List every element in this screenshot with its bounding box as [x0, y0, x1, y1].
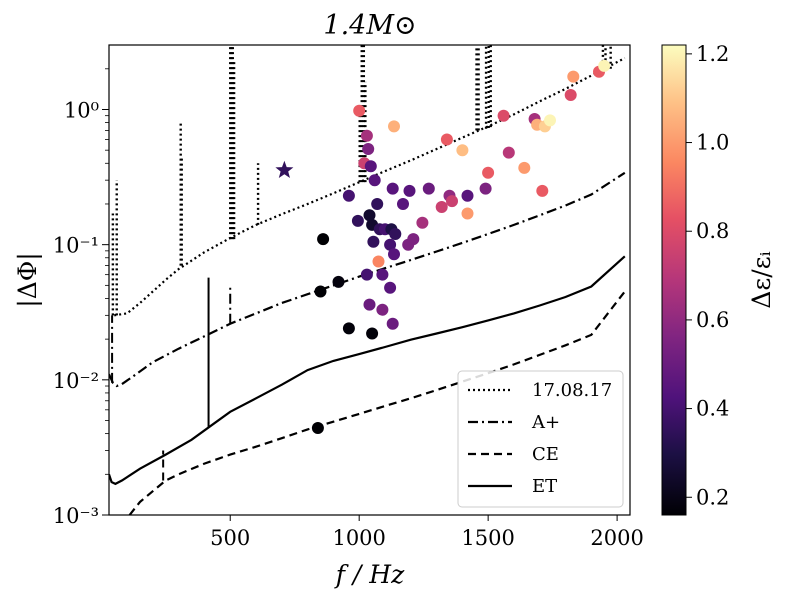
scatter-point	[376, 268, 389, 281]
scatter-point	[446, 195, 458, 208]
reference-curves	[109, 45, 626, 515]
legend-entry: CE	[532, 444, 559, 465]
scatter-point	[376, 303, 389, 316]
scatter-point	[388, 248, 400, 261]
scatter-point	[397, 198, 409, 210]
chart-title: 1.4M⊙	[323, 10, 416, 41]
colorbar-tick-label: 1.2	[696, 42, 729, 66]
y-tick-label: 10⁻²	[53, 369, 99, 393]
colorbar	[661, 44, 687, 516]
scatter-point	[461, 189, 474, 202]
x-tick-label: 500	[210, 526, 250, 550]
scatter-point	[317, 233, 330, 246]
scatter-point	[389, 228, 402, 240]
scatter-point	[461, 207, 474, 220]
y-tick-label: 10⁻¹	[53, 234, 99, 258]
scatter-point	[502, 146, 515, 159]
scatter-point	[363, 209, 376, 222]
colorbar-label: Δε/εᵢ	[747, 251, 776, 308]
legend-entry: 17.08.17	[532, 380, 612, 401]
scatter-point	[518, 161, 531, 174]
scatter-point	[386, 317, 399, 330]
scatter-point	[362, 143, 375, 155]
scatter-point	[360, 129, 373, 142]
scatter-point	[422, 182, 435, 195]
scatter-point	[497, 109, 510, 122]
scatter-point	[456, 144, 469, 157]
x-axis-label: f / Hz	[334, 560, 405, 589]
scatter-point	[416, 216, 429, 229]
scatter-point	[564, 89, 577, 101]
scatter-point	[479, 182, 492, 195]
scatter-point	[342, 189, 355, 202]
scatter-point	[366, 327, 379, 340]
scatter-point	[364, 160, 377, 173]
colorbar-tick-label: 0.4	[696, 397, 729, 421]
legend: 17.08.17 A+ CE ET	[457, 370, 624, 508]
scatter-point	[342, 322, 355, 335]
data-points	[275, 59, 611, 434]
colorbar-tick-label: 1.0	[696, 131, 729, 155]
scatter-point	[384, 281, 397, 294]
scatter-point	[386, 182, 399, 195]
colorbar-tick-label: 0.2	[696, 485, 729, 509]
y-tick-label: 10⁻³	[53, 504, 99, 528]
scatter-point	[332, 275, 345, 288]
scatter-point	[403, 184, 416, 197]
scatter-point	[440, 133, 453, 146]
x-tick-label: 1500	[461, 526, 514, 550]
scatter-point	[368, 174, 381, 187]
scatter-point	[353, 104, 366, 117]
scatter-point	[536, 184, 549, 197]
plot-frame	[108, 44, 631, 516]
curve-line	[109, 255, 626, 486]
curve-line	[114, 57, 626, 317]
legend-entry: A+	[531, 412, 560, 433]
colorbar-tick-label: 0.8	[696, 219, 729, 243]
scatter-point	[363, 298, 376, 311]
curve-et	[109, 255, 626, 486]
colorbar-tick-label: 0.6	[696, 308, 729, 332]
scatter-point	[482, 166, 495, 179]
scatter-point	[311, 422, 324, 434]
scatter-point	[367, 235, 380, 248]
y-axis-ticks: 10⁻³ 10⁻² 10⁻¹ 10⁰	[53, 68, 109, 528]
legend-box	[457, 370, 624, 508]
scatter-point	[598, 59, 611, 72]
curve-line	[128, 290, 626, 515]
x-tick-label: 1000	[332, 526, 385, 550]
curve-ce	[128, 290, 626, 515]
x-tick-label: 2000	[590, 526, 643, 550]
x-axis-ticks: 500 1000 1500 2000	[210, 515, 644, 550]
legend-entry: ET	[532, 476, 557, 497]
scatter-point	[314, 285, 327, 298]
scatter-point	[384, 238, 397, 251]
scatter-point	[371, 198, 384, 210]
colorbar-ticks: 0.2 0.4 0.6 0.8 1.0 1.2	[686, 42, 729, 509]
scatter-point	[388, 120, 400, 133]
scatter-point	[372, 255, 385, 268]
scatter-point	[567, 70, 580, 83]
y-tick-label: 10⁰	[64, 98, 99, 122]
scatter-point	[544, 114, 556, 127]
scatter-point	[351, 214, 364, 227]
y-axis-label: |ΔΦ|	[13, 252, 43, 307]
scatter-point	[360, 268, 373, 281]
scatter-point	[407, 233, 420, 246]
star-marker	[275, 160, 294, 178]
scatter-point	[435, 201, 448, 213]
